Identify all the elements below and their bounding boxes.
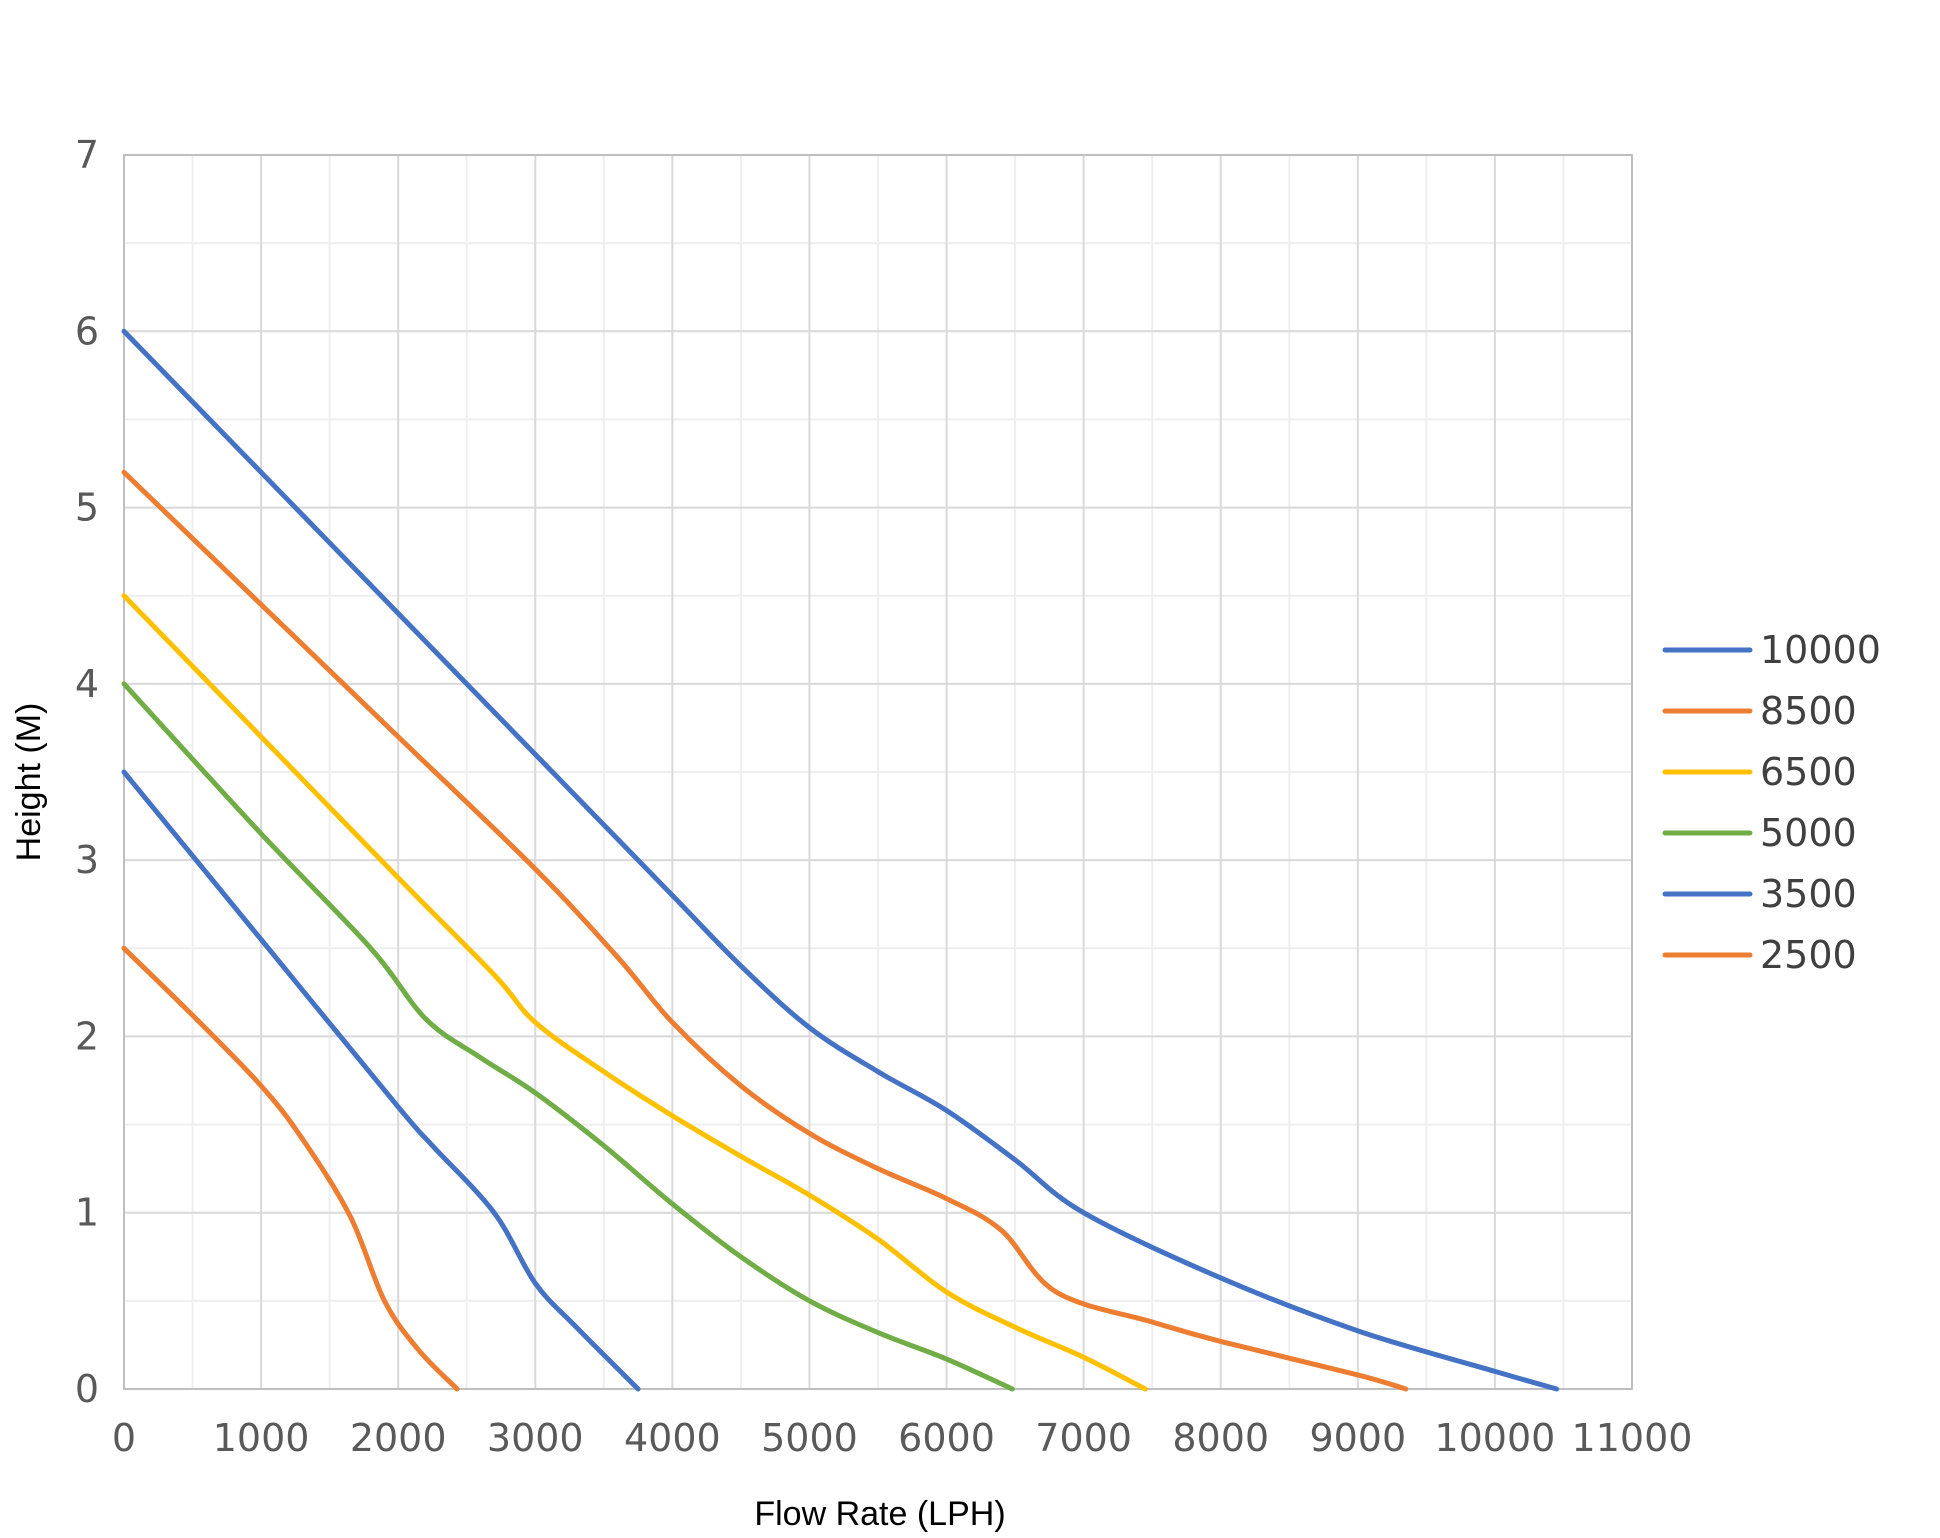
legend-label-2500: 2500: [1760, 933, 1857, 977]
x-tick-label: 4000: [624, 1416, 721, 1460]
y-tick-label: 6: [75, 309, 99, 353]
legend-label-6500: 6500: [1760, 750, 1857, 794]
series-line-3500: [121, 769, 641, 1392]
legend-label-10000: 10000: [1760, 628, 1881, 672]
y-tick-label: 0: [75, 1367, 99, 1411]
series-line-5000: [121, 681, 1015, 1392]
y-axis-title: Height (M): [10, 703, 48, 862]
x-tick-label: 5000: [761, 1416, 858, 1460]
series-lines: [121, 328, 1560, 1392]
legend-label-8500: 8500: [1760, 689, 1857, 733]
x-tick-label: 0: [112, 1416, 136, 1460]
y-tick-label: 7: [75, 133, 99, 177]
series-line-6500: [121, 593, 1148, 1392]
x-tick-label: 7000: [1035, 1416, 1132, 1460]
x-tick-label: 9000: [1309, 1416, 1406, 1460]
chart-legend: 10000 8500 6500 5000 3500 2500: [1662, 628, 1881, 977]
x-tick-label: 11000: [1572, 1416, 1693, 1460]
y-tick-label: 2: [75, 1014, 99, 1058]
x-axis-title: Flow Rate (LPH): [754, 1495, 1005, 1533]
x-tick-label: 2000: [350, 1416, 447, 1460]
x-tick-label: 10000: [1434, 1416, 1555, 1460]
y-tick-label: 4: [75, 662, 99, 706]
series-line-2500: [121, 945, 460, 1392]
x-tick-label: 1000: [213, 1416, 310, 1460]
y-axis-tick-labels: 0 1 2 3 4 5 6 7: [75, 133, 99, 1411]
legend-label-3500: 3500: [1760, 872, 1857, 916]
y-tick-label: 5: [75, 486, 99, 530]
x-tick-label: 6000: [898, 1416, 995, 1460]
series-line-10000: [121, 328, 1560, 1392]
legend-label-5000: 5000: [1760, 811, 1857, 855]
x-tick-label: 8000: [1172, 1416, 1269, 1460]
y-tick-label: 1: [75, 1191, 99, 1235]
minor-gridlines: [124, 155, 1632, 1389]
series-line-8500: [121, 469, 1409, 1392]
y-tick-label: 3: [75, 838, 99, 882]
x-axis-tick-labels: 0 1000 2000 3000 4000 5000 6000 7000 8000 9000 100…: [112, 1416, 1693, 1460]
x-tick-label: 3000: [487, 1416, 584, 1460]
